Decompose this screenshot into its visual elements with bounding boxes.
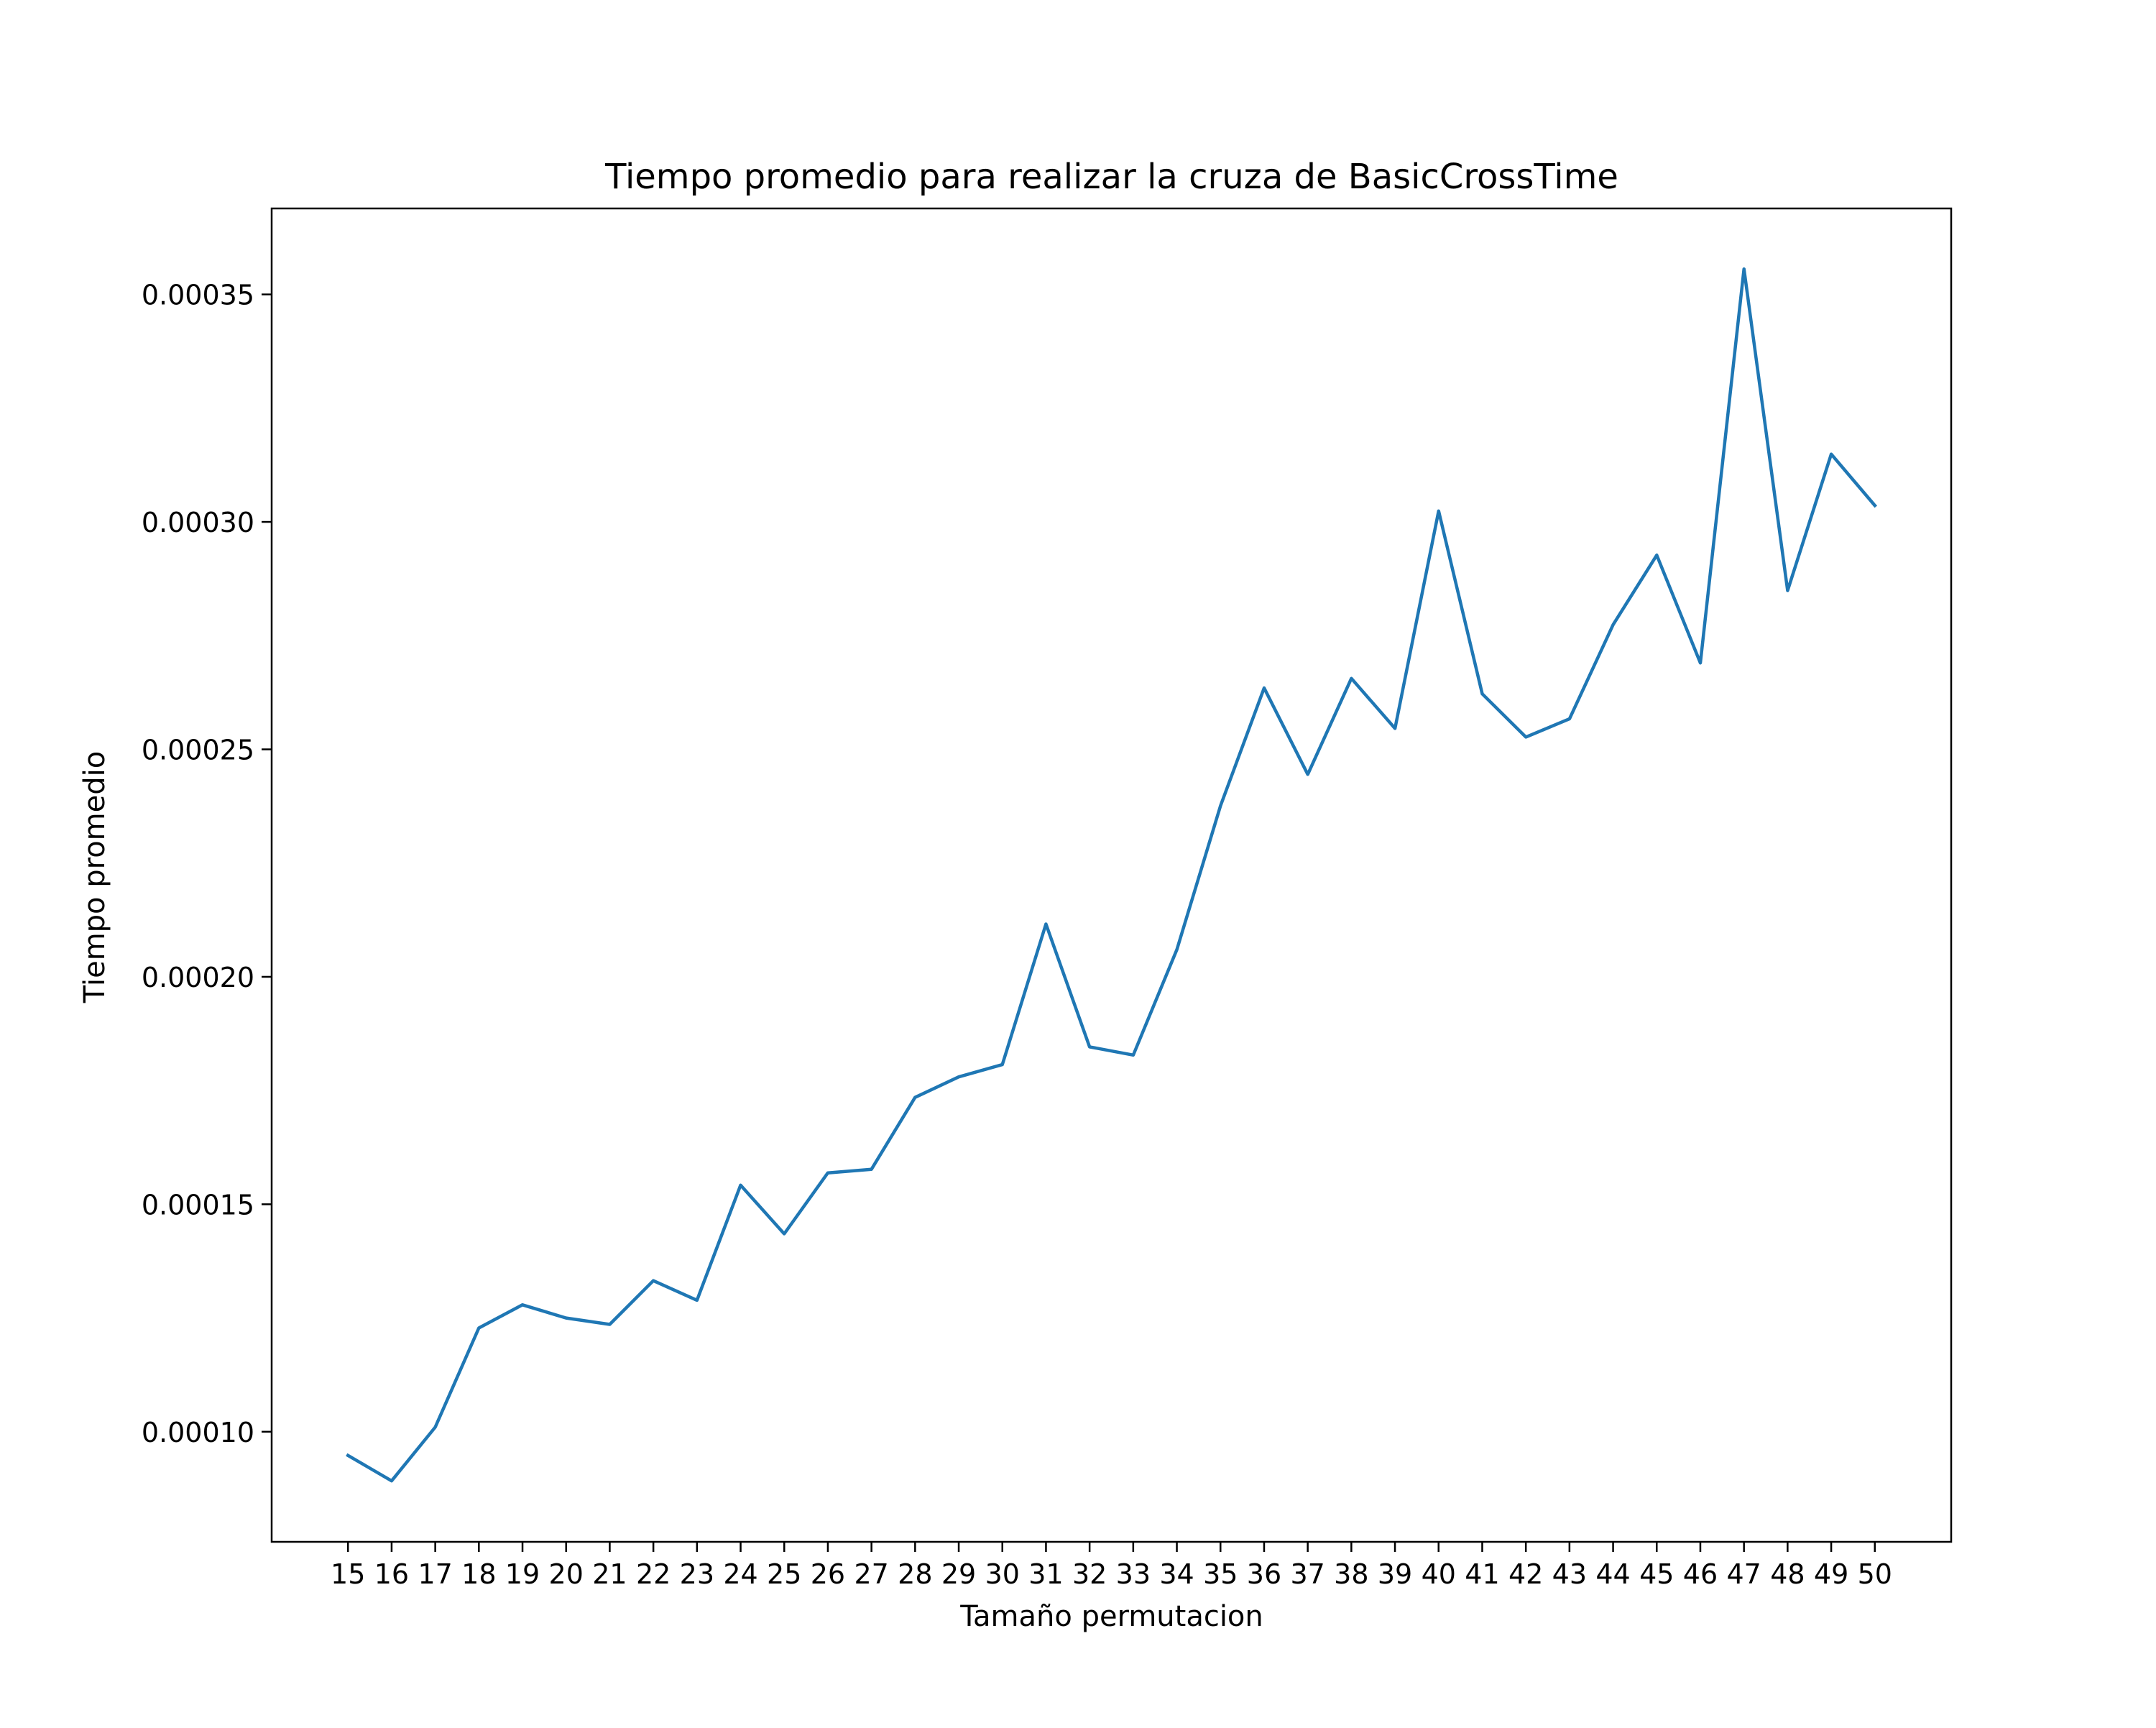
plot-area: 0.00010 0.00015 0.00020 0.00025 0.00030 0.000… [142,207,1953,1590]
x-tick-label: 48 [1770,1558,1805,1590]
x-tick-label: 34 [1159,1558,1194,1590]
series-line [346,267,1877,1483]
x-tick-label: 17 [418,1558,452,1590]
x-tick-label: 49 [1814,1558,1848,1590]
x-tick-label: 42 [1508,1558,1543,1590]
x-tick-label: 23 [680,1558,714,1590]
x-tick-label: 29 [941,1558,976,1590]
axes-frame [270,207,1953,1543]
x-tick-label: 27 [854,1558,888,1590]
y-tick-label: 0.00030 [142,507,254,538]
y-tick-label: 0.00035 [142,280,254,311]
x-tick-label: 35 [1203,1558,1238,1590]
y-tick-label: 0.00015 [142,1189,254,1221]
x-tick-label: 36 [1247,1558,1281,1590]
x-tick-label: 28 [898,1558,932,1590]
x-tick-label: 41 [1465,1558,1499,1590]
x-tick-label: 15 [331,1558,365,1590]
x-tick-label: 20 [549,1558,584,1590]
x-tick-label: 30 [985,1558,1020,1590]
x-axis-label: Tamaño permutacion [959,1600,1263,1633]
x-tick-label: 45 [1639,1558,1674,1590]
x-tick-label: 24 [723,1558,757,1590]
x-tick-label: 26 [811,1558,845,1590]
x-tick-label: 44 [1595,1558,1630,1590]
y-tick-label: 0.00025 [142,735,254,766]
x-tick-label: 33 [1116,1558,1151,1590]
x-tick-label: 50 [1858,1558,1892,1590]
x-tick-label: 43 [1552,1558,1587,1590]
y-axis-label: Tiempo promedio [78,751,111,1003]
x-tick-label: 16 [374,1558,409,1590]
x-tick-label: 19 [505,1558,540,1590]
x-tick-label: 31 [1028,1558,1063,1590]
x-tick-label: 39 [1378,1558,1412,1590]
x-tick-label: 37 [1290,1558,1325,1590]
x-tick-label: 32 [1072,1558,1107,1590]
x-tick-label: 21 [592,1558,627,1590]
x-tick-label: 47 [1726,1558,1761,1590]
x-tick-label: 22 [636,1558,671,1590]
x-tick-label: 46 [1683,1558,1718,1590]
x-tick-label: 25 [767,1558,801,1590]
y-tick-label: 0.00010 [142,1417,254,1448]
x-tick-label: 18 [461,1558,496,1590]
chart-title: Tiempo promedio para realizar la cruza d… [604,157,1618,197]
x-tick-label: 40 [1422,1558,1456,1590]
y-tick-label: 0.00020 [142,962,254,993]
x-tick-label: 38 [1334,1558,1368,1590]
